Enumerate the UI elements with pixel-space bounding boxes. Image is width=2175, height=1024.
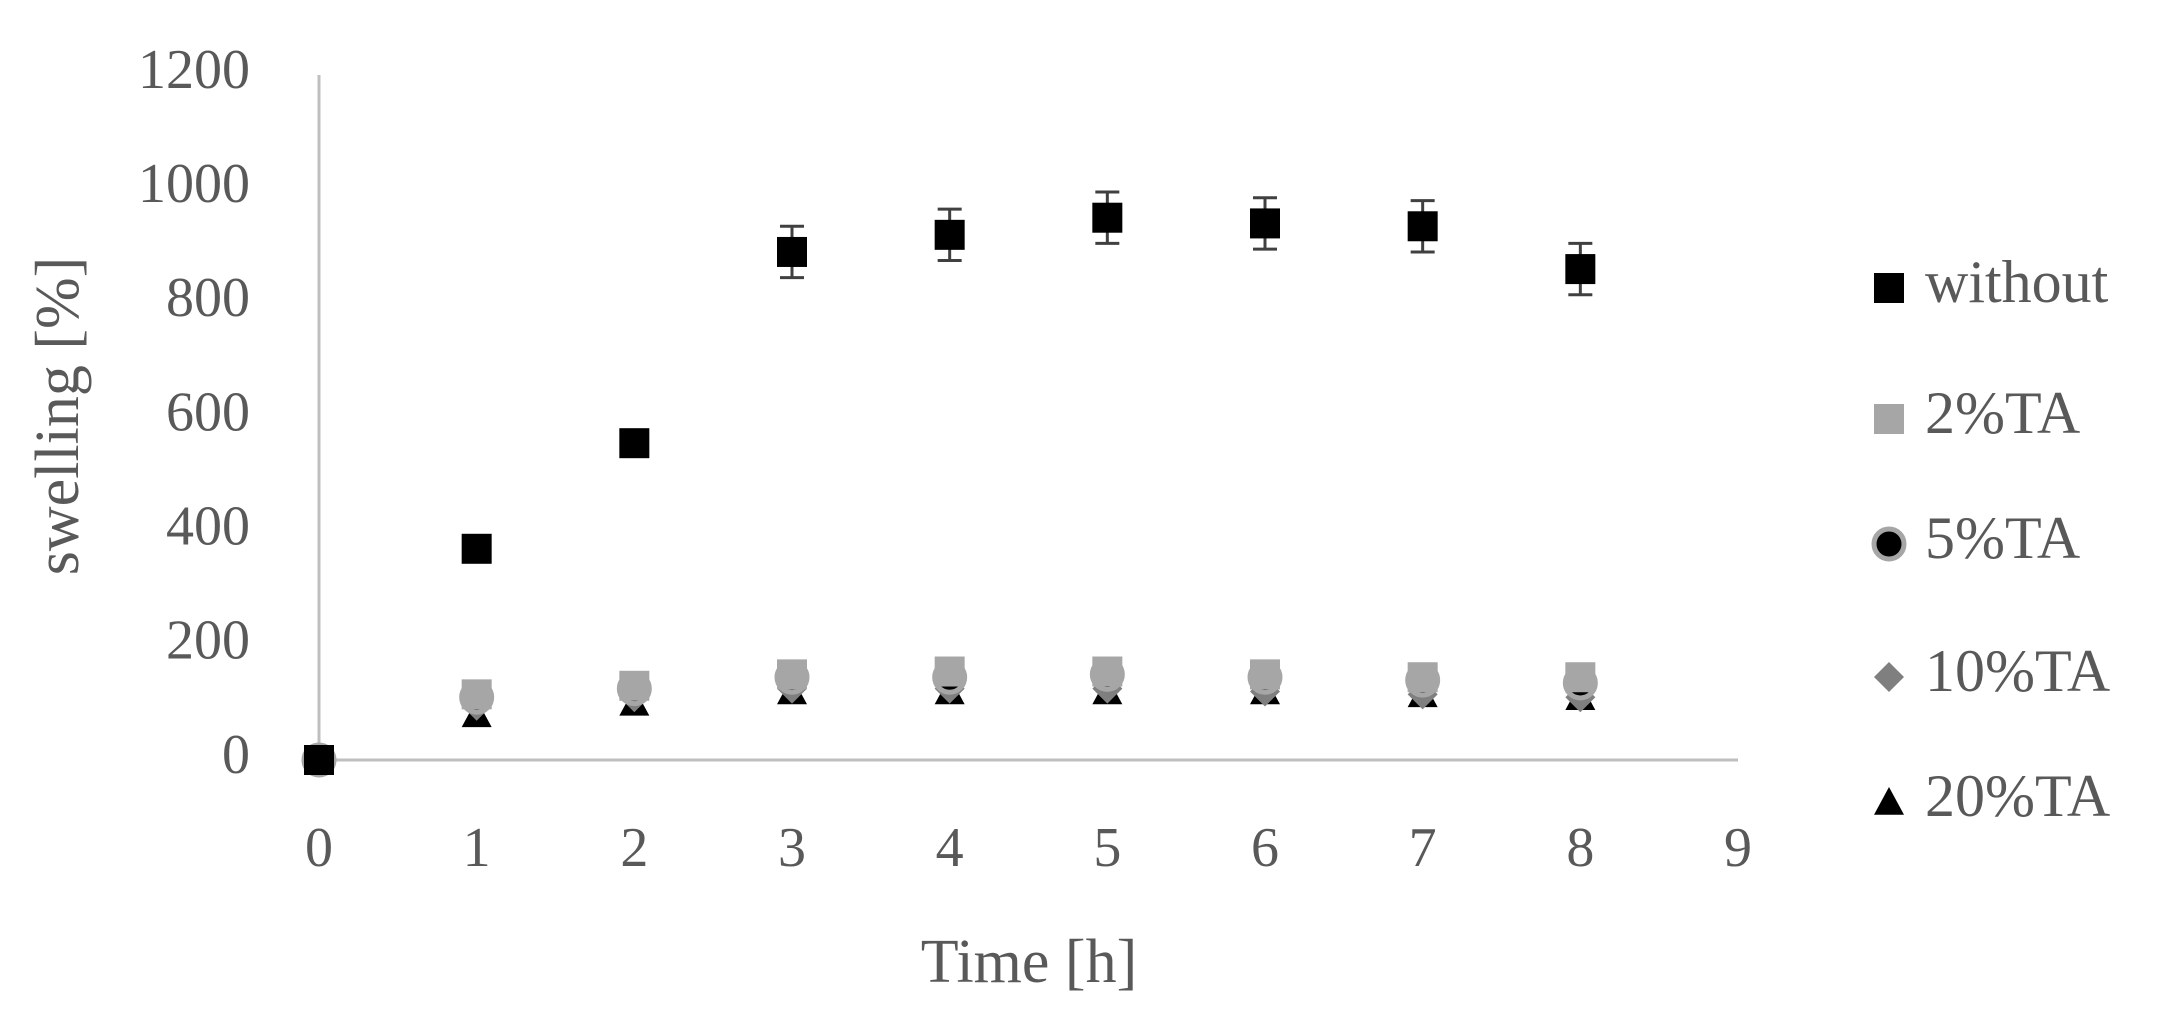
marker-square [1874, 404, 1904, 434]
legend-label: 2%TA [1925, 380, 2080, 446]
marker-square [1250, 659, 1280, 690]
legend-label: 20%TA [1925, 763, 2110, 829]
x-tick-label: 4 [936, 817, 964, 879]
y-tick-label: 200 [166, 610, 250, 672]
marker-square [1565, 662, 1596, 693]
x-tick-label: 6 [1251, 817, 1279, 879]
x-axis-title: Time [h] [921, 928, 1137, 996]
y-tick-label: 1200 [138, 39, 250, 101]
y-tick-label: 0 [222, 724, 250, 786]
marker-square [619, 670, 650, 701]
marker-square [777, 236, 807, 267]
marker-square [1565, 254, 1596, 285]
marker-square [1092, 656, 1123, 687]
marker-triangle [1874, 787, 1904, 815]
y-tick-label: 800 [166, 267, 250, 329]
marker-square [461, 679, 492, 710]
marker-square [1874, 273, 1904, 303]
x-tick-label: 9 [1724, 817, 1752, 879]
marker-square [934, 656, 965, 687]
marker-square [619, 428, 650, 459]
y-tick-label: 600 [166, 381, 250, 443]
legend-label: 10%TA [1925, 638, 2110, 704]
marker-square [934, 219, 965, 250]
x-tick-label: 2 [620, 817, 648, 879]
y-tick-label: 1000 [138, 153, 250, 215]
marker-diamond [1874, 662, 1904, 692]
marker-circle [1871, 526, 1907, 562]
legend-label: without [1925, 249, 2109, 315]
y-tick-label: 400 [166, 496, 250, 558]
x-tick-label: 1 [463, 817, 491, 879]
marker-square [304, 745, 334, 775]
marker-square [1250, 208, 1280, 239]
x-tick-label: 0 [305, 817, 333, 879]
x-tick-label: 8 [1566, 817, 1594, 879]
x-tick-label: 7 [1409, 817, 1437, 879]
marker-square [1407, 211, 1438, 242]
marker-square [461, 533, 492, 564]
marker-square [777, 659, 807, 690]
x-tick-label: 5 [1093, 817, 1121, 879]
marker-square [1092, 202, 1123, 233]
y-axis-title: swelling [%] [24, 257, 92, 576]
legend-label: 5%TA [1925, 505, 2080, 571]
marker-square [1407, 662, 1438, 693]
x-tick-label: 3 [778, 817, 806, 879]
